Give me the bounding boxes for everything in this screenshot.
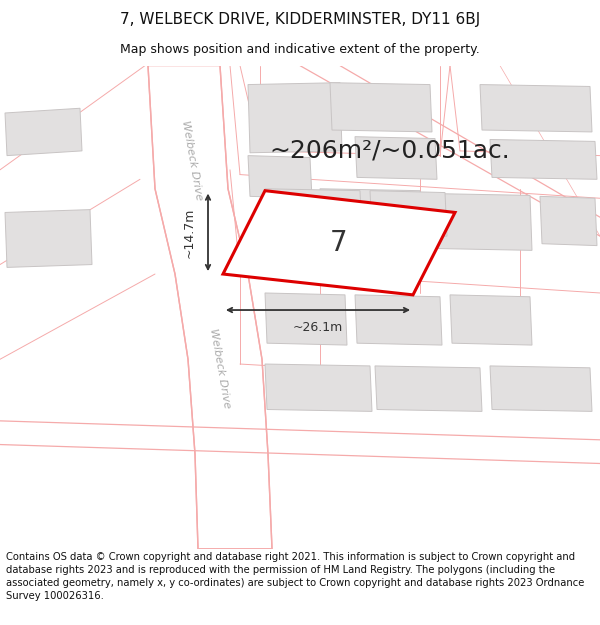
Text: 7, WELBECK DRIVE, KIDDERMINSTER, DY11 6BJ: 7, WELBECK DRIVE, KIDDERMINSTER, DY11 6B… — [120, 12, 480, 27]
Polygon shape — [265, 189, 362, 236]
Text: 7: 7 — [330, 229, 348, 257]
Polygon shape — [330, 82, 432, 132]
Polygon shape — [430, 194, 532, 251]
Polygon shape — [265, 293, 347, 345]
Polygon shape — [148, 66, 272, 549]
Polygon shape — [450, 295, 532, 345]
Polygon shape — [5, 108, 82, 156]
Polygon shape — [223, 191, 455, 295]
Text: ~26.1m: ~26.1m — [293, 321, 343, 334]
Polygon shape — [540, 196, 597, 246]
Polygon shape — [490, 139, 597, 179]
Polygon shape — [248, 82, 342, 152]
Text: ~14.7m: ~14.7m — [183, 207, 196, 258]
Polygon shape — [375, 366, 482, 411]
Polygon shape — [265, 364, 372, 411]
Polygon shape — [355, 295, 442, 345]
Polygon shape — [248, 156, 312, 198]
Polygon shape — [320, 189, 422, 246]
Polygon shape — [480, 84, 592, 132]
Polygon shape — [355, 137, 437, 179]
Polygon shape — [370, 191, 447, 236]
Text: Contains OS data © Crown copyright and database right 2021. This information is : Contains OS data © Crown copyright and d… — [6, 552, 584, 601]
Polygon shape — [5, 209, 92, 268]
Text: Welbeck Drive: Welbeck Drive — [208, 328, 232, 409]
Text: Welbeck Drive: Welbeck Drive — [180, 119, 204, 201]
Polygon shape — [490, 366, 592, 411]
Text: ~206m²/~0.051ac.: ~206m²/~0.051ac. — [269, 139, 511, 163]
Text: Map shows position and indicative extent of the property.: Map shows position and indicative extent… — [120, 42, 480, 56]
